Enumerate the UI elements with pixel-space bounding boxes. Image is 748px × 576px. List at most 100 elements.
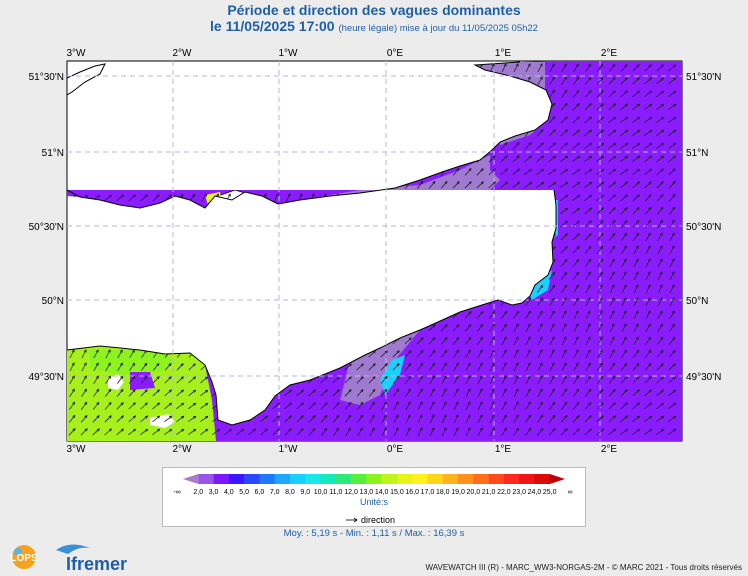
direction-arrow	[465, 349, 471, 359]
direction-arrow-head	[71, 349, 75, 353]
direction-arrow	[140, 402, 148, 410]
direction-arrow	[321, 428, 327, 436]
direction-arrow	[560, 155, 568, 163]
direction-arrow	[596, 220, 604, 228]
direction-arrow-head	[588, 401, 592, 406]
direction-arrow-head	[480, 181, 484, 185]
direction-arrow-head	[564, 129, 568, 133]
lon-label-top: 2°W	[173, 48, 193, 59]
direction-arrow	[81, 375, 87, 385]
direction-arrow	[465, 362, 471, 372]
direction-arrow-head	[673, 103, 677, 107]
direction-arrow-head	[673, 129, 677, 133]
direction-arrow-head	[492, 168, 496, 172]
direction-arrow	[345, 427, 351, 437]
direction-arrow-head	[636, 168, 641, 172]
direction-arrow	[656, 415, 664, 423]
direction-arrow-head	[575, 336, 579, 340]
lon-label-top: 0°E	[387, 48, 404, 59]
direction-arrow	[620, 194, 628, 202]
direction-arrow-head	[528, 310, 531, 314]
direction-arrow-head	[648, 90, 653, 94]
legend-swatch	[213, 474, 230, 484]
direction-arrow	[657, 219, 663, 229]
direction-arrow	[657, 297, 663, 307]
direction-arrow-head	[623, 323, 627, 327]
direction-arrow-head	[455, 427, 459, 431]
direction-arrow-head	[419, 414, 423, 418]
direction-arrow	[584, 116, 592, 124]
direction-arrow	[80, 428, 88, 436]
direction-arrow-head	[431, 427, 435, 431]
direction-arrow-head	[625, 168, 629, 172]
direction-arrow-head	[672, 376, 677, 380]
direction-arrow	[584, 402, 592, 410]
direction-arrow-head	[577, 168, 581, 172]
direction-arrow	[285, 193, 291, 203]
direction-arrow-head	[601, 129, 605, 133]
direction-arrow-head	[491, 388, 495, 392]
direction-arrow-head	[180, 193, 184, 198]
direction-arrow-head	[84, 388, 87, 392]
direction-arrow	[176, 415, 184, 423]
direction-arrow-head	[673, 428, 677, 432]
direction-arrow-head	[132, 389, 136, 393]
direction-arrow-head	[144, 402, 148, 406]
direction-arrow	[465, 388, 471, 398]
direction-arrow-head	[624, 245, 627, 249]
direction-arrow	[620, 181, 628, 189]
direction-arrow-head	[661, 402, 665, 406]
direction-arrow-head	[612, 219, 616, 224]
map-title: Période et direction des vagues dominant…	[227, 2, 521, 18]
direction-arrow	[572, 194, 580, 202]
direction-arrow	[596, 246, 604, 254]
direction-arrow-head	[671, 271, 675, 275]
direction-arrow-head	[157, 428, 161, 432]
direction-arrow	[548, 155, 556, 163]
lops-logo: LOPS	[10, 545, 38, 569]
map-subtitle: le 11/05/2025 17:00 (heure légale) mise …	[0, 18, 748, 34]
direction-arrow	[140, 376, 148, 384]
direction-arrow	[296, 389, 304, 397]
legend-low-label: -∞	[173, 489, 180, 496]
direction-arrow-head	[648, 168, 653, 172]
direction-arrow-head	[611, 336, 615, 340]
direction-arrow-head	[575, 297, 579, 301]
direction-arrow-head	[539, 349, 543, 353]
direction-arrow-head	[600, 207, 604, 211]
direction-arrow	[620, 155, 628, 163]
direction-arrow	[584, 169, 592, 175]
direction-arrow	[549, 323, 555, 333]
direction-arrow-head	[600, 194, 605, 198]
direction-arrow-head	[516, 168, 521, 172]
direction-arrow-head	[563, 63, 567, 67]
direction-arrow-head	[576, 271, 579, 275]
direction-arrow-head	[503, 375, 507, 379]
direction-arrow-head	[83, 362, 87, 366]
direction-arrow-head	[636, 336, 639, 340]
direction-arrow-head	[384, 350, 388, 354]
direction-arrow-head	[564, 271, 568, 275]
direction-arrow-head	[599, 349, 603, 353]
direction-arrow	[69, 375, 75, 385]
direction-arrow-head	[288, 428, 292, 432]
direction-arrow	[416, 181, 424, 189]
legend-swatch	[503, 474, 520, 484]
direction-arrow	[116, 389, 124, 397]
direction-arrow	[644, 155, 652, 163]
direction-arrow-head	[648, 336, 651, 340]
direction-arrow	[200, 376, 208, 384]
direction-arrow-head	[408, 375, 412, 379]
direction-arrow-head	[133, 428, 137, 432]
legend-swatch	[274, 474, 291, 484]
direction-arrow-head	[576, 220, 580, 224]
direction-arrow-head	[660, 336, 664, 340]
direction-arrow	[609, 271, 615, 281]
direction-arrow-head	[97, 194, 101, 198]
direction-arrow	[608, 376, 616, 384]
legend-swatch	[427, 474, 444, 484]
lon-labels-bottom: 3°W 2°W 1°W 0°E 1°E 2°E	[67, 444, 618, 455]
direction-arrow	[656, 129, 664, 137]
direction-arrow-head	[647, 284, 651, 288]
direction-arrow-head	[601, 181, 605, 185]
